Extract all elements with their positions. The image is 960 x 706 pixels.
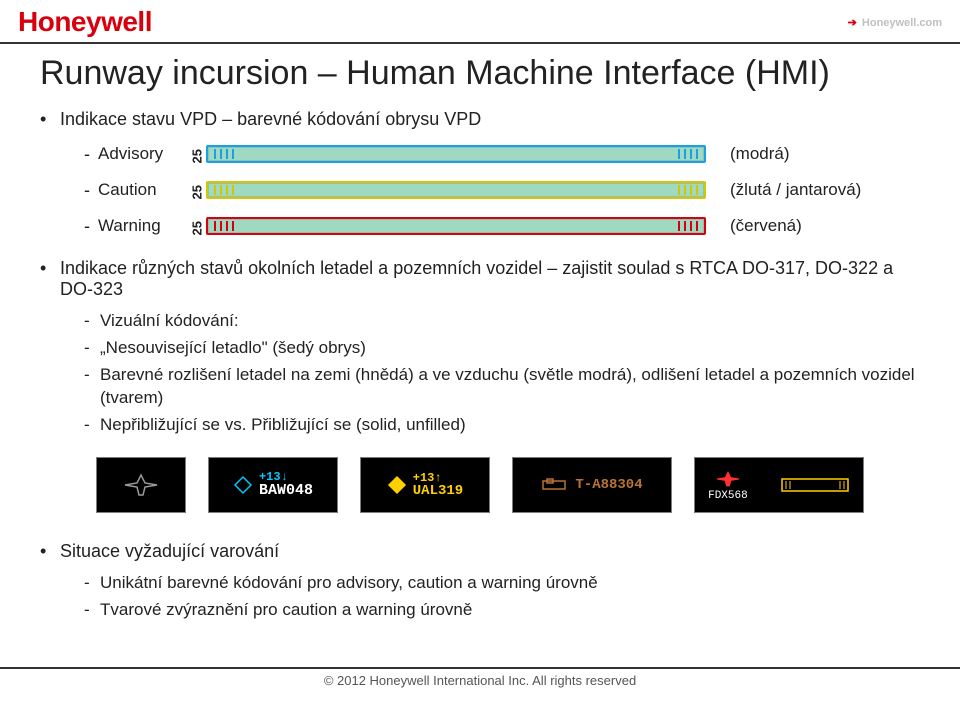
runway-number: 25 <box>190 181 205 199</box>
footer-text: © 2012 Honeywell International Inc. All … <box>0 669 960 688</box>
row-label: Advisory <box>98 144 188 164</box>
dash: - <box>84 144 98 165</box>
icon-warning-aircraft: FDX568 <box>694 457 864 513</box>
icon-ground-vehicle: T-A88304 <box>512 457 672 513</box>
diamond-icon <box>233 475 253 495</box>
divider-top <box>0 42 960 44</box>
diamond-icon <box>387 475 407 495</box>
list-item: -„Nesouvisející letadlo" (šedý obrys) <box>84 335 920 362</box>
dash: - <box>84 180 98 201</box>
dash: - <box>84 216 98 237</box>
logo: Honeywell <box>18 6 152 38</box>
aircraft-icon <box>121 469 161 501</box>
header: Honeywell ➔ Honeywell.com <box>0 0 960 40</box>
section2-heading: Indikace různých stavů okolních letadel … <box>40 252 920 306</box>
color-name: (modrá) <box>730 144 790 164</box>
runway-bar <box>206 181 706 199</box>
list-item: -Vizuální kódování: <box>84 308 920 335</box>
icon-traffic-amber: +13↑ UAL319 <box>360 457 490 513</box>
site-link-text: Honeywell.com <box>862 17 942 29</box>
list-item: -Barevné rozlišení letadel na zemi (hněd… <box>84 362 920 412</box>
runway-row: - Advisory 25 (modrá) <box>40 136 920 172</box>
runway-outline-icon <box>780 474 850 496</box>
list-item: -Unikátní barevné kódování pro advisory,… <box>84 570 920 597</box>
traffic-icon-row: +13↓ BAW048 +13↑ UAL319 T-A88304 FDX568 <box>40 447 920 523</box>
page-title: Runway incursion – Human Machine Interfa… <box>0 50 960 103</box>
section2-list: -Vizuální kódování:-„Nesouvisející letad… <box>40 306 920 447</box>
list-item: -Nepřibližující se vs. Přibližující se (… <box>84 412 920 439</box>
runway-bar <box>206 217 706 235</box>
site-link[interactable]: ➔ Honeywell.com <box>848 16 942 29</box>
runway-number: 25 <box>190 145 205 163</box>
footer: © 2012 Honeywell International Inc. All … <box>0 667 960 688</box>
section3-list: -Unikátní barevné kódování pro advisory,… <box>40 568 920 632</box>
arrow-icon: ➔ <box>848 17 857 29</box>
color-name: (žlutá / jantarová) <box>730 180 861 200</box>
section3-heading: Situace vyžadující varování <box>40 535 920 568</box>
runway-row: - Warning 25 (červená) <box>40 208 920 244</box>
runway-number: 25 <box>190 217 205 235</box>
row-label: Caution <box>98 180 188 200</box>
content: Indikace stavu VPD – barevné kódování ob… <box>0 103 960 632</box>
runway-bar <box>206 145 706 163</box>
color-name: (červená) <box>730 216 802 236</box>
section1-heading: Indikace stavu VPD – barevné kódování ob… <box>40 103 920 136</box>
runway-row: - Caution 25 (žlutá / jantarová) <box>40 172 920 208</box>
icon-grey-aircraft <box>96 457 186 513</box>
list-item: -Tvarové zvýraznění pro caution a warnin… <box>84 597 920 624</box>
vehicle-icon <box>541 477 567 493</box>
icon-traffic-cyan: +13↓ BAW048 <box>208 457 338 513</box>
row-label: Warning <box>98 216 188 236</box>
aircraft-icon <box>713 468 743 490</box>
runway-color-rows: - Advisory 25 (modrá) - Caution 25 (žlut… <box>40 136 920 244</box>
